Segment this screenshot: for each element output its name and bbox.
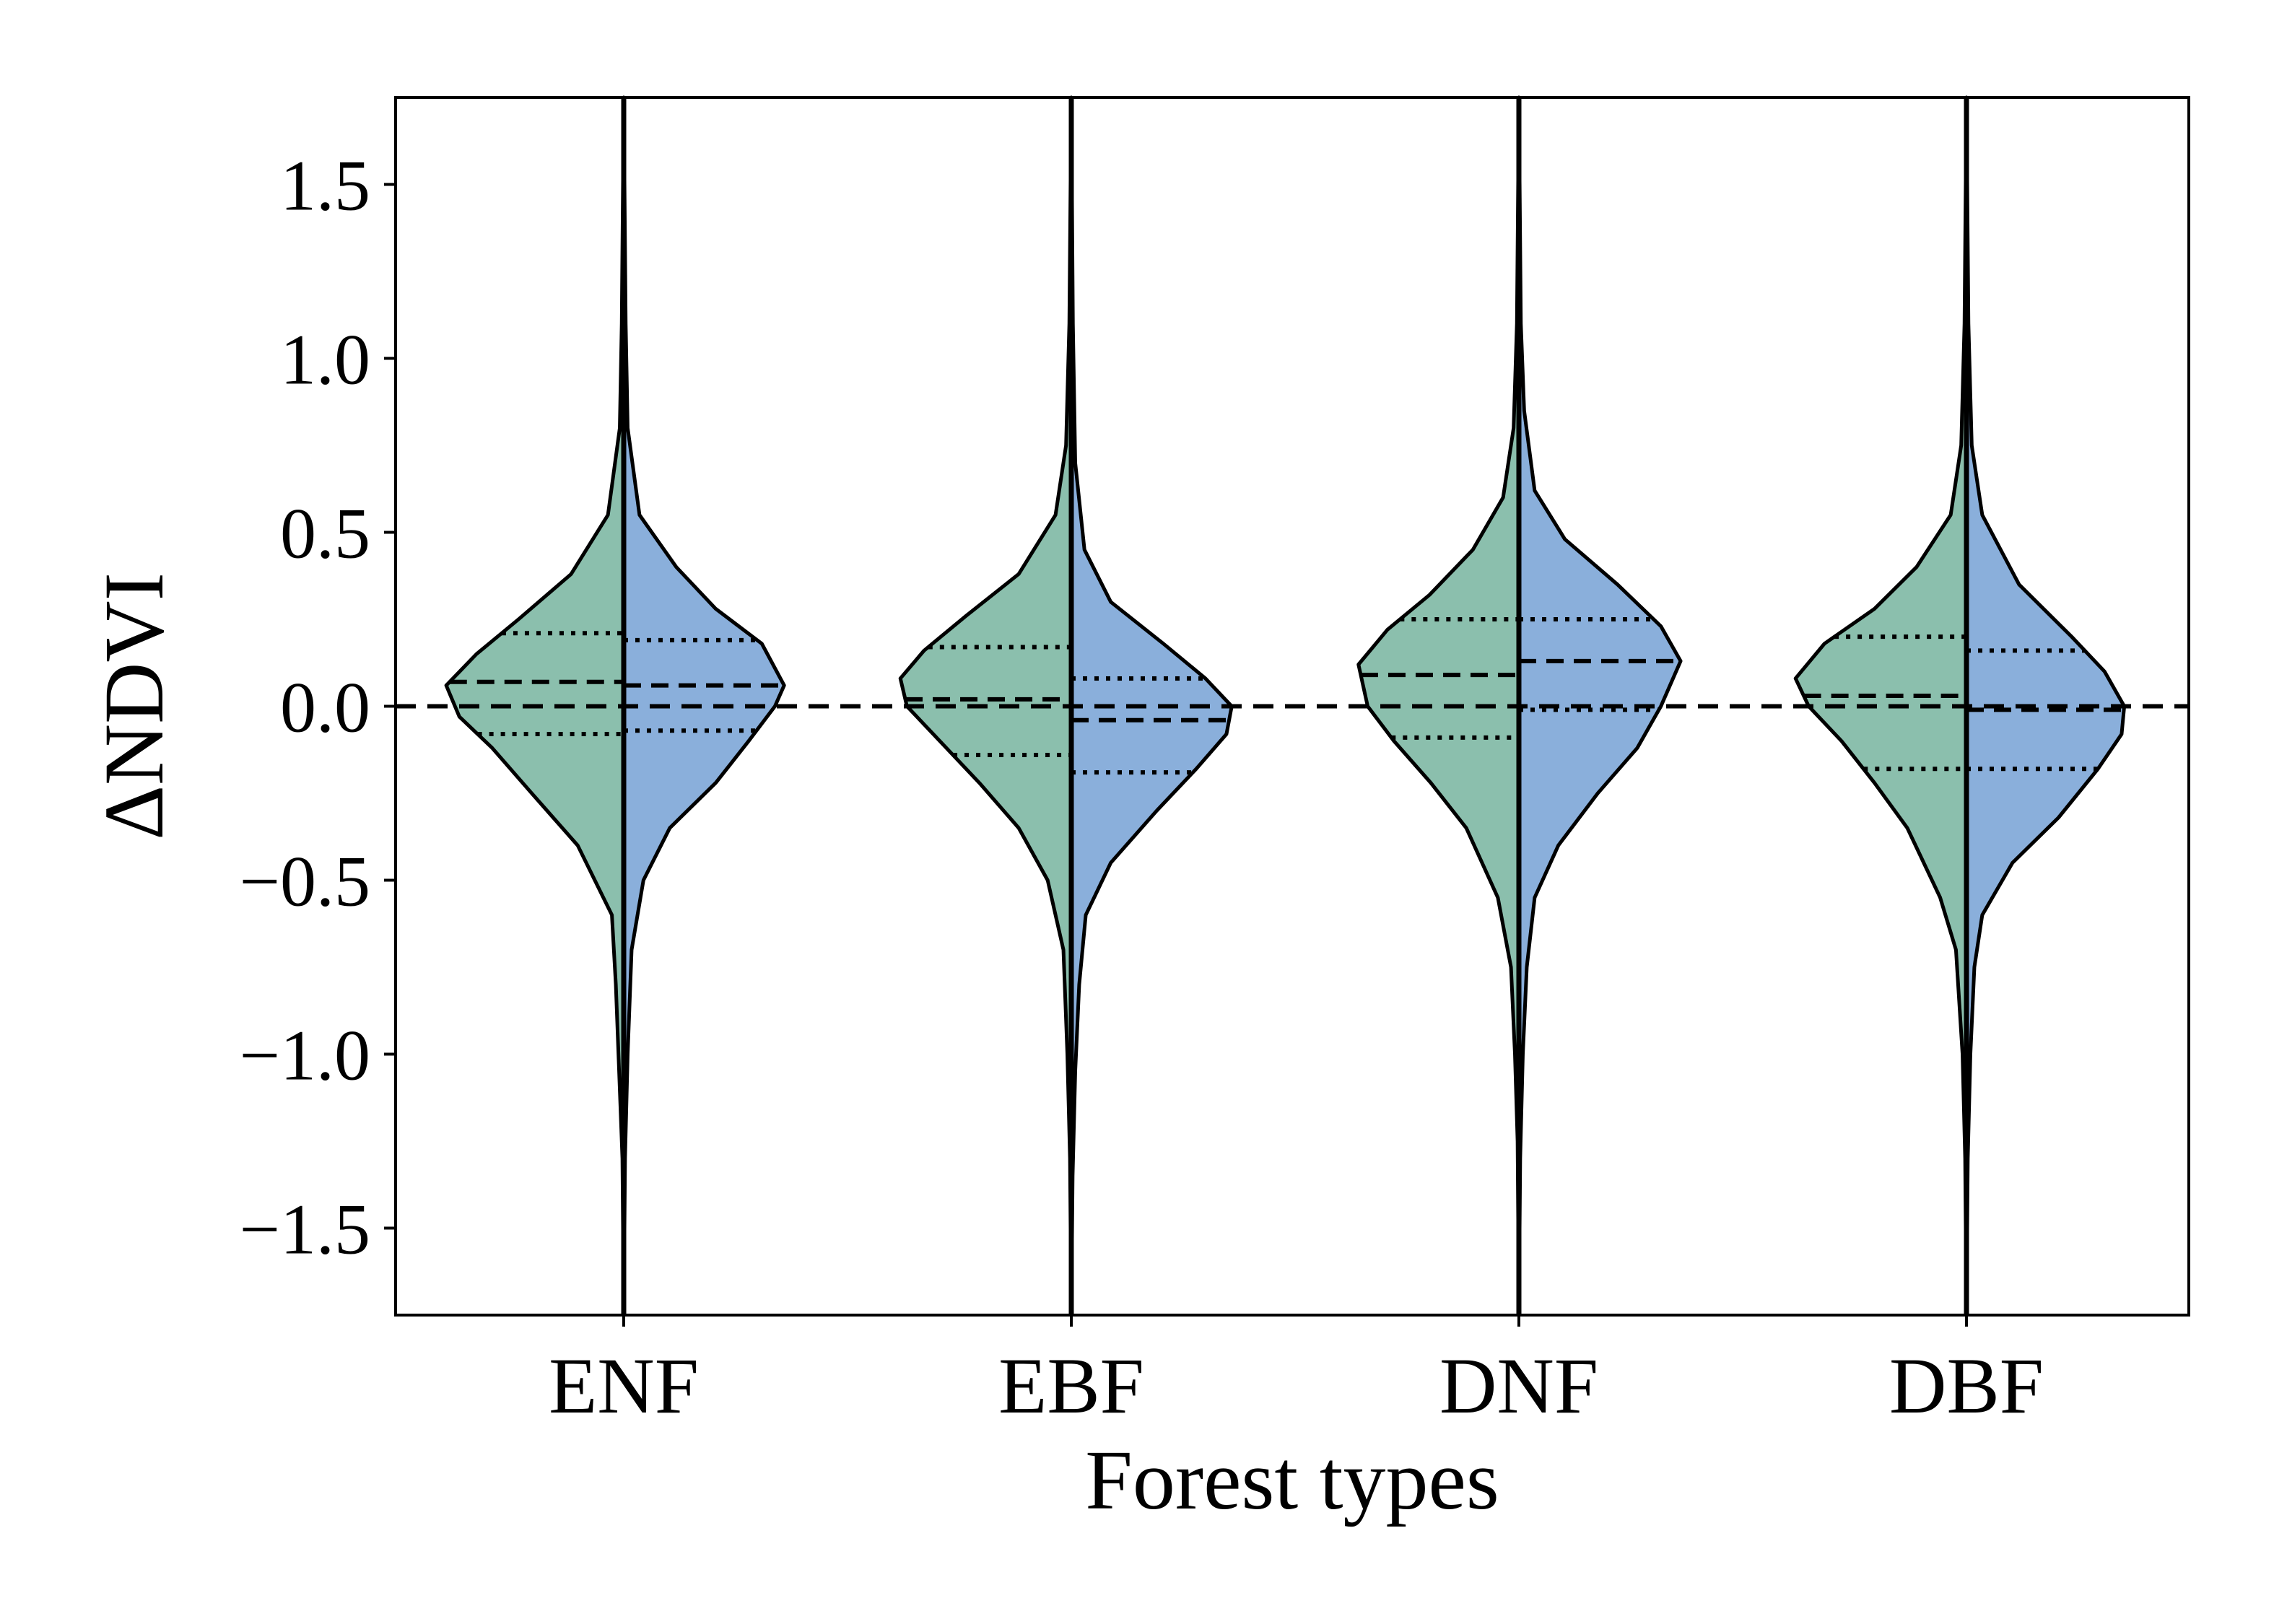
y-tick-label: −1.0 xyxy=(240,1016,370,1096)
y-axis: −1.5 −1.0 −0.5 0.0 0.5 1.0 1.5 xyxy=(240,146,396,1270)
y-tick-label: 0.5 xyxy=(280,494,370,574)
x-tick-label-dbf: DBF xyxy=(1889,1342,2044,1430)
x-tick-label-dnf: DNF xyxy=(1439,1342,1598,1430)
violin-left-dbf xyxy=(1793,95,1969,1317)
x-tick-label-enf: ENF xyxy=(549,1342,699,1430)
x-tick-label-ebf: EBF xyxy=(998,1342,1144,1430)
y-tick-label: 1.5 xyxy=(280,146,370,226)
violin-right-dnf xyxy=(1517,95,1683,1317)
y-tick-label: −1.5 xyxy=(240,1189,370,1270)
y-tick-label: −0.5 xyxy=(240,842,370,922)
y-axis-title: ΔNDVI xyxy=(87,572,181,840)
y-tick-label: 1.0 xyxy=(280,320,370,400)
y-tick-label: 0.0 xyxy=(280,668,370,748)
x-axis-title: Forest types xyxy=(1085,1433,1499,1527)
violin-right-dbf xyxy=(1964,95,2127,1317)
x-axis: ENF EBF DNF DBF xyxy=(549,1315,2044,1430)
quartile-lines-layer xyxy=(449,97,2125,1315)
violin-right-ebf xyxy=(1069,95,1234,1317)
violin-left-dnf xyxy=(1356,95,1521,1317)
violin-right-enf xyxy=(622,95,786,1317)
